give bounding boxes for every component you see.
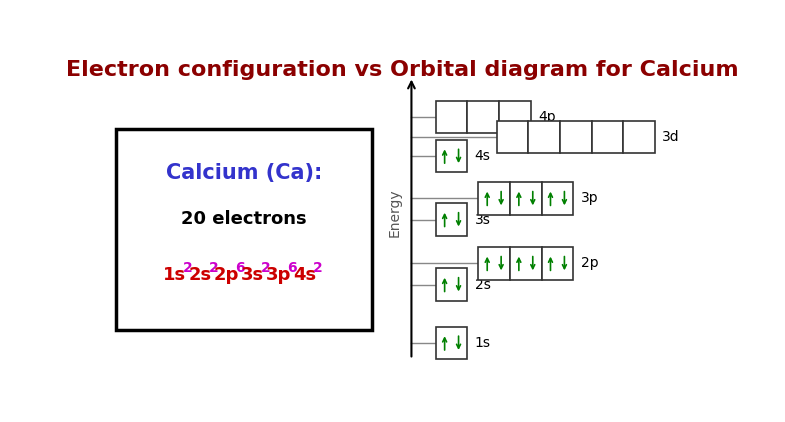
Bar: [510, 247, 542, 280]
Bar: [478, 247, 510, 280]
Text: Electron configuration vs Orbital diagram for Calcium: Electron configuration vs Orbital diagra…: [66, 60, 739, 80]
Bar: [528, 121, 560, 153]
Text: 6: 6: [235, 261, 244, 275]
Text: 20 electrons: 20 electrons: [181, 210, 307, 228]
Text: 2: 2: [209, 261, 218, 275]
Bar: [560, 121, 592, 153]
Text: 3p: 3p: [266, 266, 291, 284]
Bar: [436, 268, 467, 301]
Bar: [436, 140, 467, 173]
Text: 4p: 4p: [538, 110, 556, 124]
Text: 1s: 1s: [475, 336, 491, 350]
Bar: [542, 247, 573, 280]
Text: 2: 2: [261, 261, 271, 275]
Text: 2p: 2p: [581, 257, 598, 271]
Text: 6: 6: [287, 261, 297, 275]
Text: 2s: 2s: [188, 266, 212, 284]
Bar: [478, 182, 510, 215]
Bar: [542, 182, 573, 215]
Text: 4s: 4s: [475, 149, 491, 163]
Text: 4s: 4s: [294, 266, 316, 284]
Bar: [592, 121, 623, 153]
Bar: [436, 327, 467, 360]
Bar: [436, 203, 467, 236]
Text: 2: 2: [182, 261, 192, 275]
Text: 3p: 3p: [581, 192, 598, 206]
Bar: [499, 101, 531, 133]
Bar: [116, 129, 372, 330]
Bar: [623, 121, 655, 153]
Bar: [510, 182, 542, 215]
Bar: [436, 101, 467, 133]
Text: 2: 2: [313, 261, 323, 275]
Text: 3s: 3s: [475, 213, 491, 227]
Text: 3d: 3d: [662, 130, 680, 144]
Bar: [467, 101, 499, 133]
Text: Calcium (Ca):: Calcium (Ca):: [166, 163, 323, 183]
Bar: [497, 121, 528, 153]
Text: 2s: 2s: [475, 278, 491, 292]
Text: 1s: 1s: [162, 266, 186, 284]
Text: Energy: Energy: [388, 189, 401, 238]
Text: 3s: 3s: [241, 266, 265, 284]
Text: 2p: 2p: [214, 266, 239, 284]
